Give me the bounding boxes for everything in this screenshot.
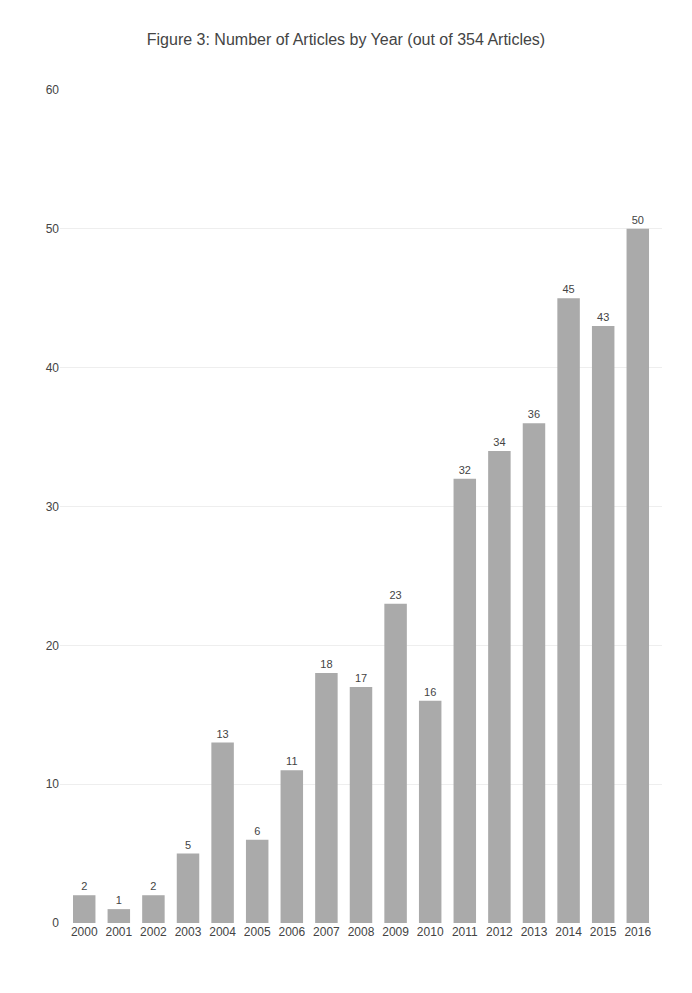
svg-text:2008: 2008 [348,925,375,939]
svg-text:2014: 2014 [555,925,582,939]
svg-text:2: 2 [81,880,87,892]
svg-text:40: 40 [46,361,60,375]
svg-text:2016: 2016 [624,925,651,939]
svg-text:45: 45 [562,283,574,295]
svg-text:2015: 2015 [590,925,617,939]
svg-text:1: 1 [116,894,122,906]
svg-text:2004: 2004 [209,925,236,939]
svg-text:50: 50 [46,222,60,236]
svg-text:50: 50 [632,214,644,226]
svg-text:2010: 2010 [417,925,444,939]
svg-text:30: 30 [46,500,60,514]
svg-text:Figure 3: Number of Articles b: Figure 3: Number of Articles by Year (ou… [147,31,545,48]
svg-text:43: 43 [597,311,609,323]
svg-text:60: 60 [46,83,60,97]
svg-text:20: 20 [46,639,60,653]
svg-text:32: 32 [459,464,471,476]
svg-text:13: 13 [216,728,228,740]
svg-text:2000: 2000 [71,925,98,939]
svg-text:34: 34 [493,436,505,448]
svg-text:11: 11 [286,755,297,767]
svg-text:2006: 2006 [278,925,305,939]
svg-text:6: 6 [254,825,260,837]
svg-text:2: 2 [150,880,156,892]
svg-text:2001: 2001 [105,925,132,939]
svg-text:36: 36 [528,408,540,420]
svg-text:17: 17 [355,672,367,684]
svg-text:2009: 2009 [382,925,409,939]
svg-text:18: 18 [320,658,332,670]
svg-text:23: 23 [389,589,401,601]
svg-text:2003: 2003 [175,925,202,939]
svg-text:0: 0 [52,916,59,930]
svg-text:16: 16 [424,686,436,698]
svg-text:10: 10 [46,777,60,791]
svg-text:2013: 2013 [521,925,548,939]
svg-text:2002: 2002 [140,925,167,939]
svg-text:2012: 2012 [486,925,513,939]
svg-text:2007: 2007 [313,925,340,939]
svg-text:5: 5 [185,839,191,851]
svg-text:2005: 2005 [244,925,271,939]
svg-text:2011: 2011 [452,925,478,939]
